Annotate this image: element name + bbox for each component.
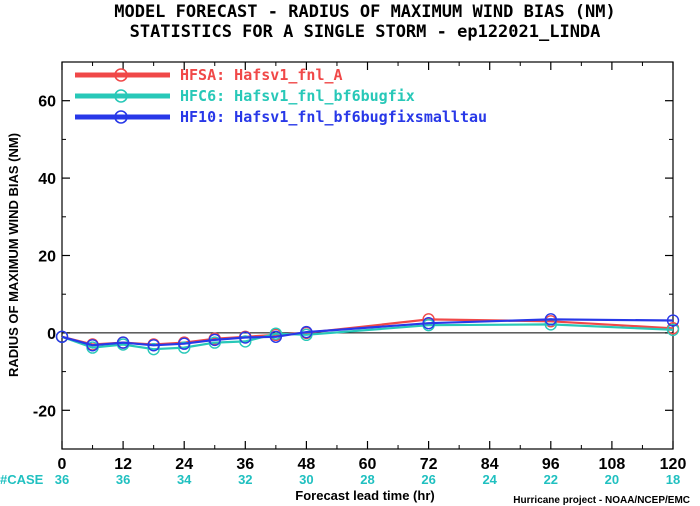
y-tick-label: 60 <box>38 94 56 111</box>
series-3-point <box>239 331 252 344</box>
case-count-value: 26 <box>421 472 435 487</box>
case-count-value: 22 <box>544 472 558 487</box>
y-axis-label: RADIUS OF MAXIMUM WIND BIAS (NM) <box>6 133 21 377</box>
x-tick-label: 72 <box>420 456 438 473</box>
case-count-value: 30 <box>299 472 313 487</box>
legend-entry-label: HFSA: Hafsv1_fnl_A <box>180 66 343 84</box>
legend: HFSA: Hafsv1_fnl_A HFC6: Hafsv1_fnl_bf6bu… <box>75 66 487 126</box>
series-3-point <box>177 337 191 350</box>
y-tick-label: -20 <box>33 403 56 420</box>
x-axis-label: Forecast lead time (hr) <box>295 488 434 503</box>
series-line-1 <box>61 318 674 346</box>
x-tick-label: 60 <box>359 456 377 473</box>
series-3-point <box>116 336 130 349</box>
y-tick-label: 40 <box>38 171 56 188</box>
case-count-value: 18 <box>666 472 680 487</box>
case-count-value: 28 <box>360 472 374 487</box>
x-tick-label: 48 <box>298 456 316 473</box>
case-count-value: 20 <box>605 472 619 487</box>
series-2-point <box>239 335 252 348</box>
x-tick-label: 24 <box>175 456 193 473</box>
series-3-point <box>269 330 283 343</box>
legend-entry-label: HF10: Hafsv1_fnl_bf6bugfixsmalltau <box>180 108 487 126</box>
series-layer <box>55 313 680 356</box>
series-3-point <box>147 339 160 352</box>
legend-swatch-marker <box>114 110 128 124</box>
x-tick-label: 120 <box>660 456 687 473</box>
y-tick-label: 20 <box>38 249 56 266</box>
chart-title-line2: STATISTICS FOR A SINGLE STORM - ep122021… <box>130 22 601 42</box>
series-3-point <box>55 330 69 343</box>
x-tick-label: 12 <box>114 456 132 473</box>
series-3-point <box>544 313 557 326</box>
case-count-value: 34 <box>177 472 192 487</box>
series-2-point <box>147 342 160 356</box>
series-3-point <box>86 339 99 352</box>
credit-text: Hurricane project - NOAA/NCEP/EMC <box>513 495 690 506</box>
series-2-point <box>666 323 680 337</box>
case-count-value: 32 <box>238 472 252 487</box>
series-3-point <box>666 314 680 327</box>
x-tick-label: 108 <box>599 456 626 473</box>
legend-swatch-marker <box>114 68 128 82</box>
series-3-point <box>300 325 313 339</box>
x-tick-label: 36 <box>236 456 254 473</box>
chart-title-line1: MODEL FORECAST - RADIUS OF MAXIMUM WIND … <box>114 2 616 22</box>
axes-layer: -200204060036123624343632483060287226842… <box>33 61 687 487</box>
x-tick-label: 84 <box>481 456 499 473</box>
legend-swatch-marker <box>114 89 128 103</box>
case-count-value: 36 <box>116 472 130 487</box>
x-tick-label: 96 <box>542 456 560 473</box>
case-count-value: 24 <box>482 472 497 487</box>
legend-entry-label: HFC6: Hafsv1_fnl_bf6bugfix <box>180 87 415 105</box>
case-count-value: 36 <box>55 472 69 487</box>
y-tick-label: 0 <box>47 326 56 343</box>
series-2-point <box>269 327 283 340</box>
x-tick-label: 0 <box>58 456 67 473</box>
series-2-point <box>177 341 191 354</box>
case-count-label: #CASE <box>0 472 44 487</box>
series-3-point <box>208 333 221 347</box>
series-3-point <box>422 317 435 330</box>
